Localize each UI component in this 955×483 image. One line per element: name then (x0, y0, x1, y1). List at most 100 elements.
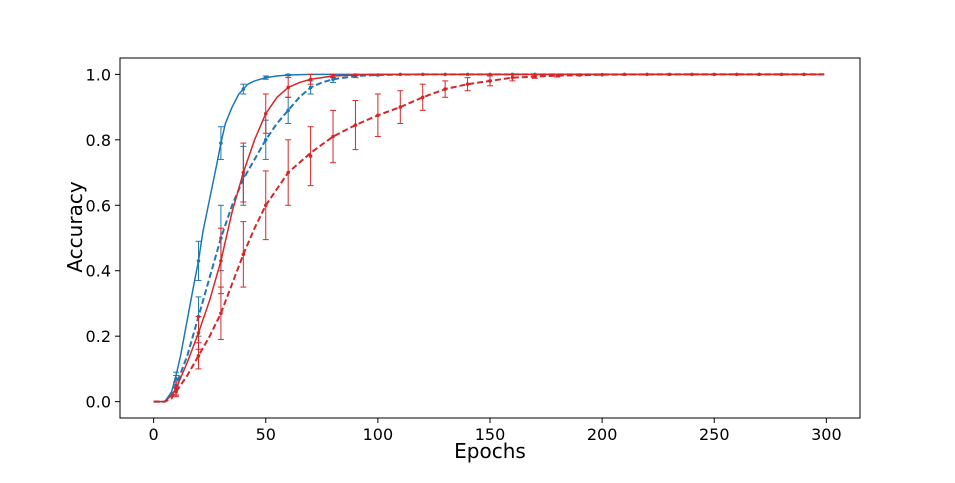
data-point (757, 72, 761, 77)
data-point (645, 72, 649, 77)
data-point (443, 87, 447, 91)
error-bar (442, 80, 449, 98)
data-point (286, 170, 290, 175)
data-point (286, 108, 290, 113)
error-bar (509, 73, 516, 82)
data-point (286, 73, 290, 77)
data-point (398, 105, 403, 109)
error-bar (576, 73, 583, 77)
series-1 (153, 73, 825, 403)
data-point (308, 77, 313, 82)
error-bar (285, 77, 292, 98)
data-point (353, 123, 358, 127)
data-point (331, 74, 335, 78)
data-point (286, 85, 290, 90)
series-2 (153, 72, 825, 403)
error-bar (217, 126, 224, 160)
y-tick-label: 0.2 (86, 327, 111, 346)
y-tick-label: 1.0 (86, 65, 111, 84)
y-tick-label: 0.4 (86, 262, 111, 281)
data-point (420, 95, 425, 100)
error-bar (419, 83, 426, 111)
data-point (779, 72, 784, 77)
x-tick-label: 50 (256, 425, 276, 444)
data-point (196, 259, 201, 263)
error-bar (330, 73, 337, 79)
data-point (690, 72, 694, 77)
error-bar (464, 77, 471, 92)
error-bar (240, 142, 247, 203)
data-point (488, 79, 492, 83)
error-bar (688, 72, 695, 77)
data-point (667, 72, 672, 77)
x-tick-label: 0 (149, 425, 159, 444)
data-point (712, 72, 717, 77)
data-point (219, 311, 223, 316)
y-tick-label: 0.6 (86, 196, 111, 215)
error-bar (217, 286, 224, 340)
series-line (153, 73, 825, 403)
error-bar (733, 72, 740, 77)
data-point (241, 252, 246, 257)
axes: 0 50 100 150 200 250 300 0.0 0.2 0.4 0.6 0.8 1.0 (86, 57, 861, 444)
data-point (308, 154, 313, 158)
data-point (510, 75, 515, 80)
data-point (802, 72, 806, 77)
y-tick-label: 0.8 (86, 131, 111, 150)
data-point (196, 331, 201, 335)
error-bar (599, 72, 606, 77)
error-bar (554, 73, 561, 78)
y-axis-label: Accuracy (63, 181, 87, 272)
error-bar (643, 72, 650, 77)
error-bar (240, 83, 247, 95)
x-tick-label: 300 (811, 425, 842, 444)
error-bar (262, 75, 269, 80)
data-point (241, 170, 246, 175)
data-point (577, 73, 582, 77)
error-bar (240, 221, 247, 288)
data-point (600, 72, 604, 77)
series-line (153, 73, 825, 403)
series-4 (153, 72, 825, 403)
data-point (622, 72, 627, 77)
series-line (153, 73, 825, 403)
data-point (353, 73, 358, 77)
data-point (263, 138, 268, 142)
data-point (331, 77, 335, 82)
data-point (219, 259, 223, 263)
error-bar (217, 227, 224, 295)
plot-area (153, 72, 825, 403)
error-bar (756, 72, 763, 77)
data-point (263, 75, 268, 80)
x-tick-label: 100 (363, 425, 394, 444)
error-bar (800, 72, 807, 77)
error-bar (330, 109, 337, 164)
data-point (555, 73, 560, 78)
error-bar (307, 126, 314, 187)
x-axis-label: Epochs (454, 439, 526, 463)
data-point (533, 74, 537, 79)
error-bar (285, 73, 292, 77)
error-bar (307, 73, 314, 85)
error-bar (285, 96, 292, 124)
x-tick-label: 150 (475, 425, 506, 444)
error-bar (285, 139, 292, 206)
error-bar (262, 170, 269, 241)
data-point (465, 82, 470, 86)
plot-frame (119, 57, 861, 419)
x-tick-label: 200 (587, 425, 618, 444)
data-point (241, 87, 246, 91)
error-bar (374, 93, 381, 138)
error-bar (397, 90, 404, 124)
data-point (308, 85, 313, 90)
y-tick-label: 0.0 (86, 393, 111, 412)
error-bar (195, 342, 202, 370)
error-bar (173, 386, 180, 398)
data-point (174, 390, 178, 394)
series-3 (153, 73, 825, 403)
error-bar (487, 75, 493, 87)
data-point (331, 134, 335, 139)
x-tick-label: 250 (699, 425, 730, 444)
